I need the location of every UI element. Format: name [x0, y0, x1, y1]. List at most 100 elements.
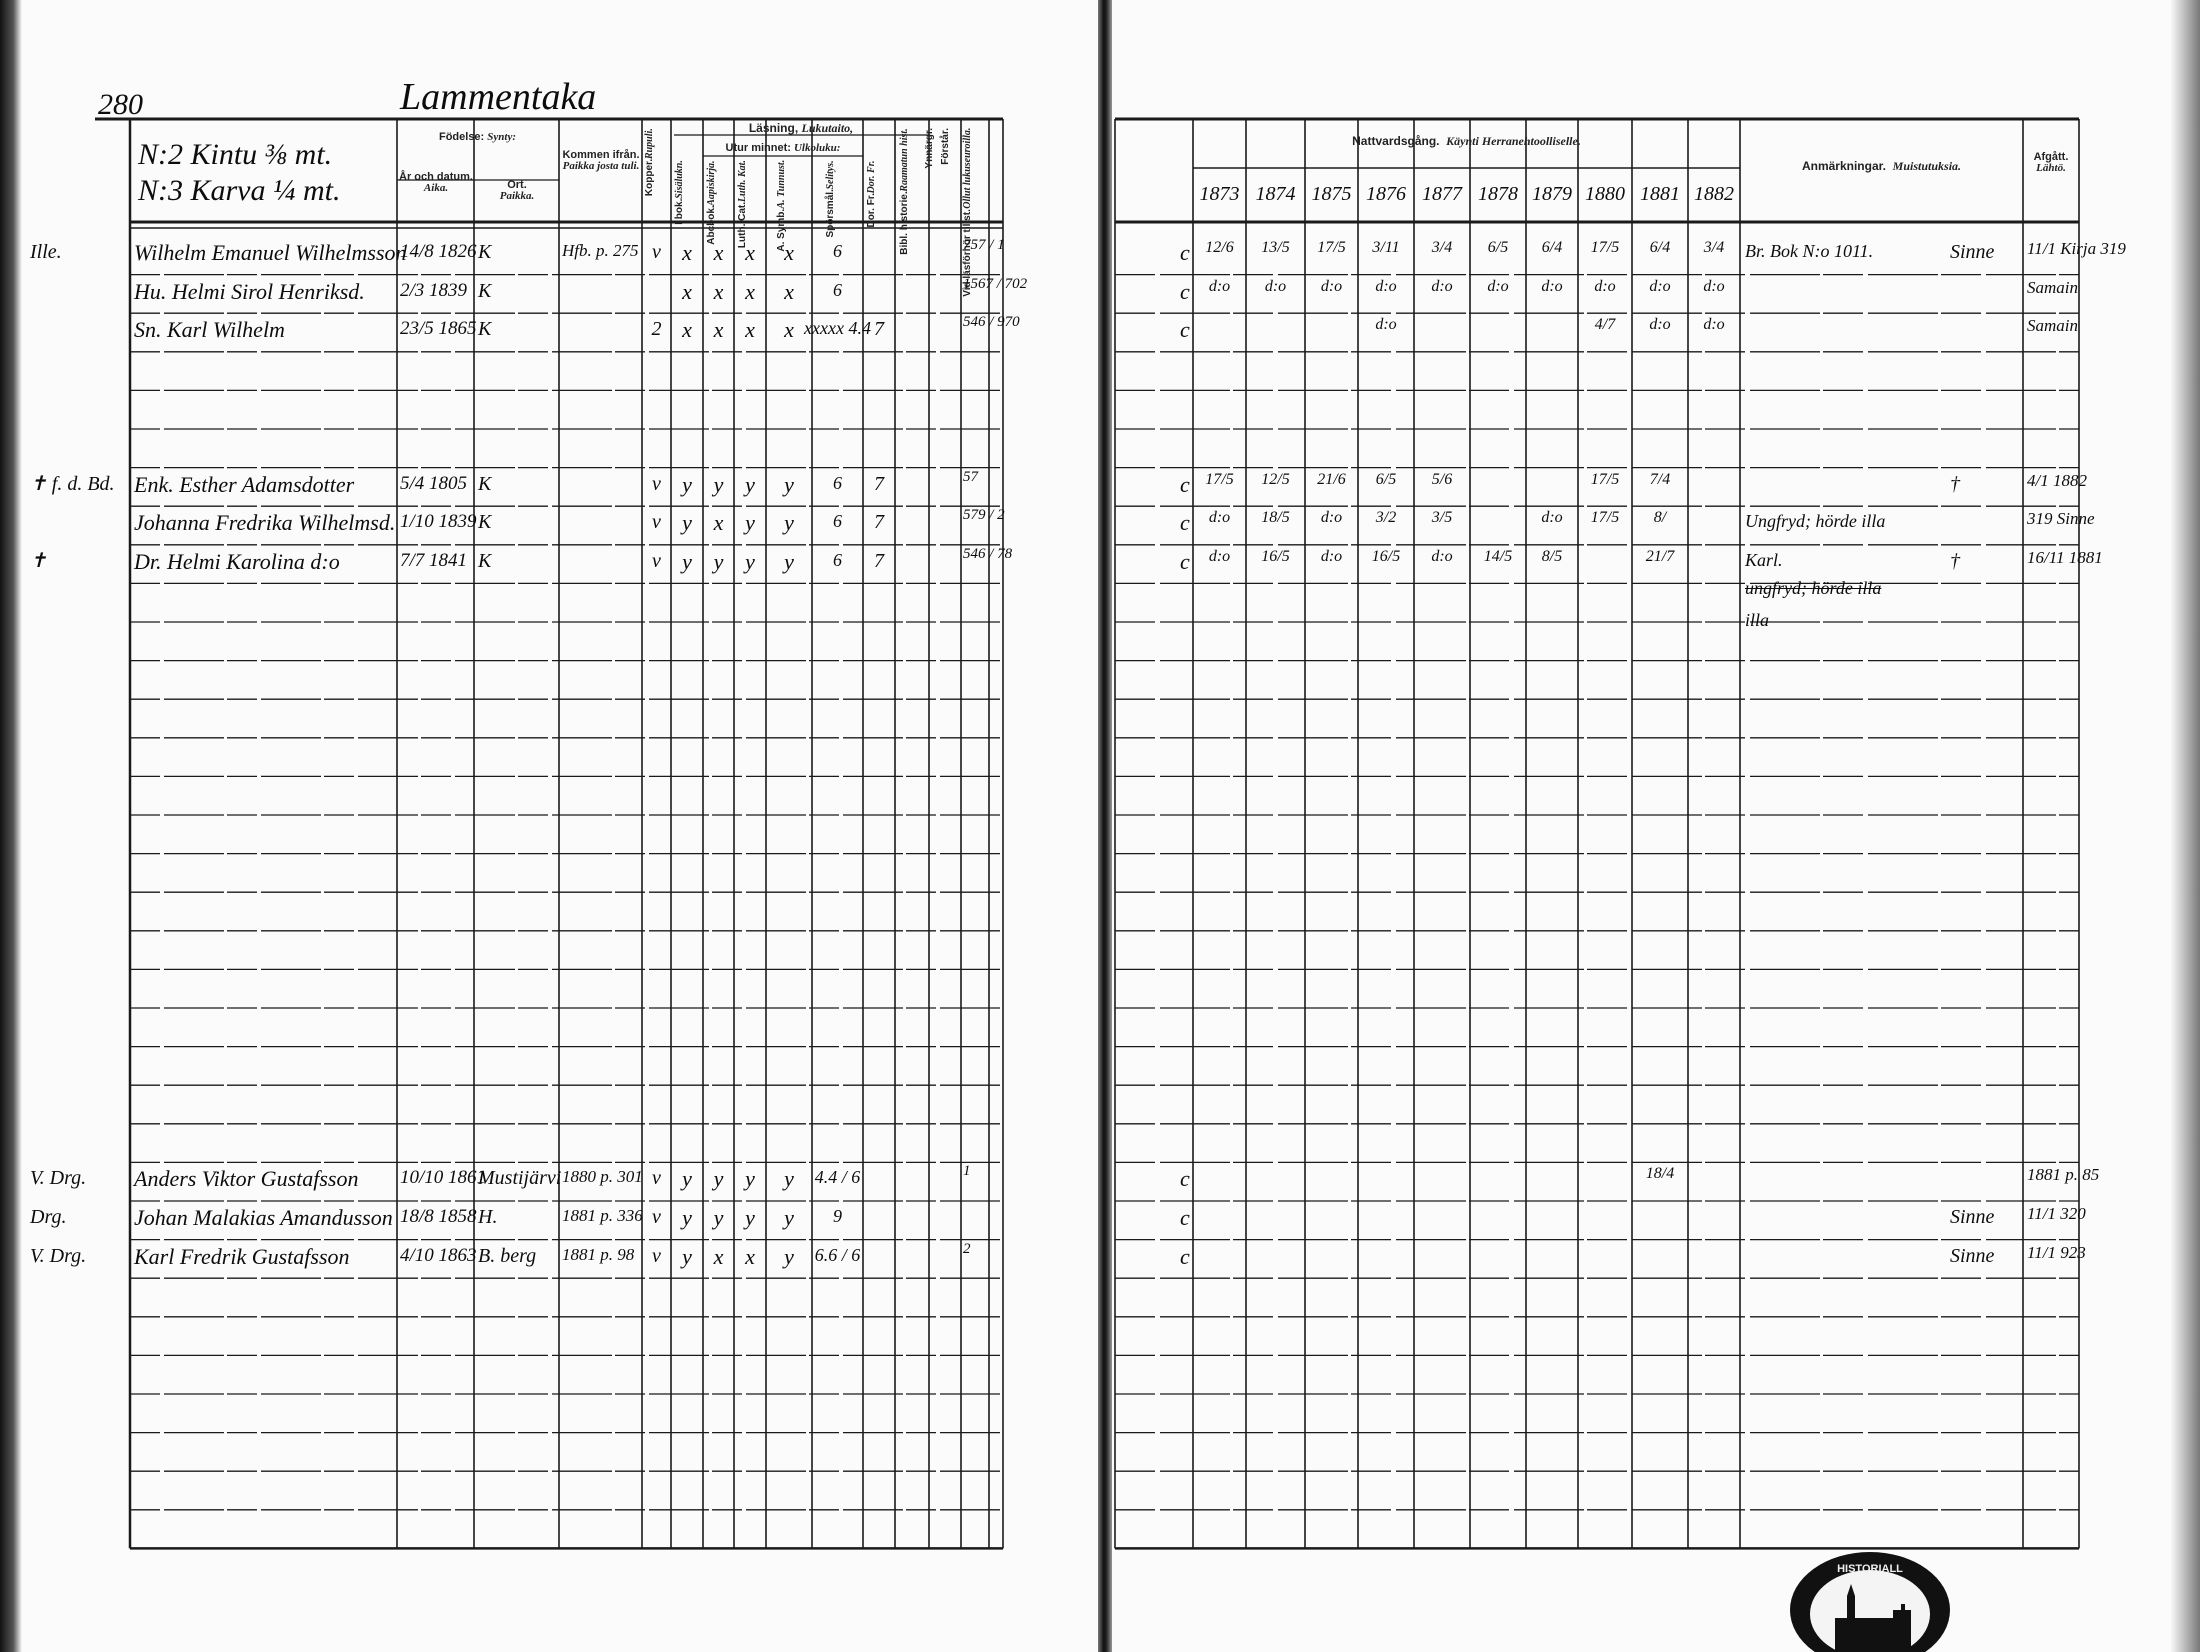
communion-date: 21/7 [1645, 547, 1675, 565]
departure-record: Samain [2027, 316, 2078, 336]
header-dorfr: Dor. Fr.Dor. Fr. [866, 160, 877, 228]
exam-record: 2 [963, 1240, 971, 1257]
departure-record: 4/1 1882 [2027, 470, 2087, 490]
header-remarks-fi: Muistutuksia. [1892, 159, 1962, 173]
person-name: Hu. Helmi Sirol Henriksd. [134, 278, 365, 304]
communion-date: d:o [1320, 509, 1343, 527]
birth-place: K [478, 549, 492, 572]
header-understanding-sv: Ynnärgr. [924, 128, 935, 169]
reading-luther: x [745, 240, 755, 265]
communion-date: 3/2 [1375, 509, 1397, 527]
reading-luther: y [745, 471, 755, 497]
communion-date: d:o [1208, 509, 1231, 527]
communion-date: 3/4 [1431, 239, 1453, 256]
communion-date: d:o [1431, 547, 1453, 565]
exam-record: 1 [963, 1163, 971, 1180]
header-in-book-sv: I bok. [674, 198, 685, 225]
header-remarks-sv: Anmärkningar. [1801, 159, 1886, 173]
reading-questions: 6 [833, 549, 842, 570]
page-edge-shadow [0, 0, 22, 1652]
header-by-heart: Utur minnet: Ulkoluku: [704, 143, 862, 154]
pox-mark: v [652, 241, 661, 263]
year-header: 1879 [1532, 183, 1572, 205]
reading-in-book: y [682, 548, 692, 574]
reading-luther: x [745, 278, 755, 304]
birth-date: 18/8 1858 [400, 1206, 477, 1227]
reading-dorfr: 7 [874, 472, 884, 495]
reading-questions: 9 [833, 1206, 842, 1226]
reading-luther: x [745, 317, 755, 343]
communion-date: 14/5 [1483, 547, 1513, 565]
header-reading: Läsning, Lukutaito, [676, 122, 926, 134]
came-from: 1881 p. 336 [562, 1206, 643, 1225]
book-gutter [1098, 0, 1112, 1652]
reading-abc: x [713, 317, 724, 343]
header-by-heart-sv: Utur minnet: [725, 142, 791, 154]
communion-mark: c [1180, 317, 1190, 343]
birth-date: 1/10 1839 [400, 511, 477, 533]
communion-date: 5/6 [1431, 470, 1453, 488]
birth-date: 14/8 1826 [400, 241, 477, 262]
header-came-from: Kommen ifrån. Paikka josta tuli. [560, 150, 642, 172]
exam-record: 579 / 2 [963, 507, 1005, 524]
communion-mark: c [1180, 1243, 1190, 1269]
year-header: 1873 [1199, 183, 1240, 205]
stamp-text: HISTORIALL [1837, 1563, 1903, 1575]
birth-date: 23/5 1865 [400, 318, 477, 340]
reading-questions: 6 [833, 511, 842, 532]
household-mark: ✝ f. d. Bd. [30, 472, 115, 495]
header-luther-fi: Luth. Kat. [737, 160, 748, 202]
departure-note: Sinne [1950, 1244, 1995, 1267]
year-header: 1878 [1478, 183, 1518, 205]
header-remarks: Anmärkningar. Muistutuksia. [1740, 160, 2023, 172]
departure-record: 11/1 Kirja 319 [2027, 239, 2126, 258]
reading-symb: x [784, 278, 794, 304]
year-header: 1880 [1585, 183, 1625, 205]
reading-luther: y [745, 548, 755, 574]
communion-date: d:o [1264, 277, 1287, 295]
header-communion-sv: Nattvardsgång. [1352, 134, 1440, 148]
communion-date: 3/11 [1372, 239, 1400, 256]
reading-symb: y [784, 1243, 794, 1269]
communion-date: 6/4 [1649, 239, 1671, 256]
reading-luther: y [745, 510, 755, 536]
header-symb-fi: A. Tunnust. [776, 160, 787, 209]
reading-questions: 6 [833, 472, 842, 493]
header-exam-fi: Ollut lukuseuroilla. [962, 128, 973, 210]
communion-mark: c [1180, 240, 1190, 265]
pox-mark: v [652, 1167, 661, 1190]
communion-date: d:o [1375, 316, 1397, 334]
exam-record: 546 / 78 [963, 545, 1013, 562]
header-bible: Bibl. historie.Raamatun hist. [899, 128, 910, 255]
reading-in-book: x [682, 317, 692, 343]
birth-date: 7/7 1841 [400, 549, 468, 571]
communion-date: 17/5 [1590, 509, 1620, 527]
reading-abc: x [713, 1243, 724, 1269]
communion-date: d:o [1320, 547, 1343, 565]
person-name: Johanna Fredrika Wilhelmsd. [134, 510, 396, 536]
reading-questions: 6 [833, 241, 842, 261]
header-pox-sv: Kopper. [643, 158, 655, 197]
birth-place: K [478, 511, 492, 534]
communion-date: 17/5 [1205, 470, 1234, 488]
pox-mark: 2 [651, 318, 662, 341]
communion-date: 17/5 [1590, 470, 1620, 488]
reading-symb: y [784, 548, 794, 574]
header-luther: Luth. Cat.Luth. Kat. [737, 160, 748, 248]
household-mark: Drg. [30, 1206, 67, 1228]
pox-mark: v [652, 472, 661, 495]
birth-place: H. [478, 1206, 498, 1228]
reading-in-book: y [682, 1166, 692, 1192]
communion-date: 3/4 [1703, 239, 1725, 256]
communion-date: 4/7 [1594, 316, 1616, 334]
reading-abc: x [713, 510, 724, 536]
communion-mark: c [1180, 1205, 1190, 1230]
communion-date: 8/ [1653, 509, 1667, 527]
remark: illa [1745, 609, 1770, 630]
communion-date: d:o [1487, 277, 1509, 295]
header-questions: Spörsmål.Selitys. [825, 160, 836, 238]
departure-record: 319 Sinne [2027, 509, 2095, 529]
header-year-date-fi: Aika. [423, 182, 449, 194]
departure-note: Sinne [1950, 241, 1995, 263]
exam-record: 57 [963, 468, 978, 485]
